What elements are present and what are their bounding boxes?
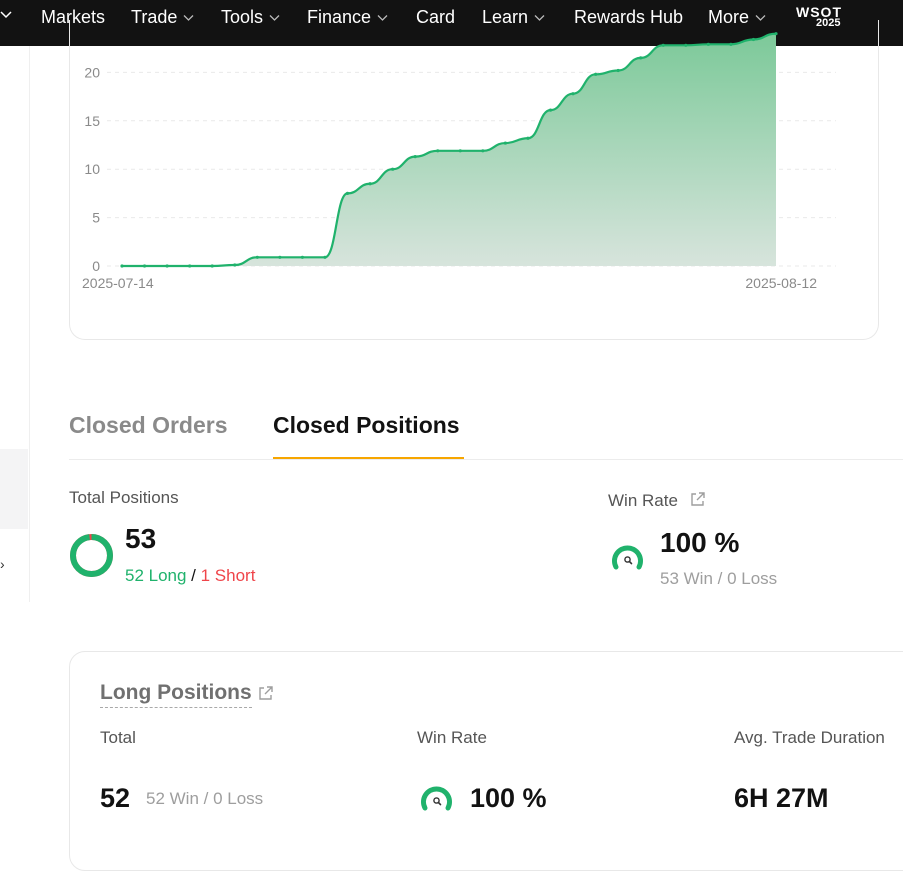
x-tick-label-start: 2025-07-14: [82, 275, 154, 291]
data-point: [413, 155, 417, 159]
short-count: 1 Short: [200, 566, 256, 585]
chevron-down-icon: [534, 14, 545, 21]
tab-closed-positions[interactable]: Closed Positions: [273, 412, 460, 438]
cumulative-chart: 0 5 10 15 20 2025-07-14 2025-08-12: [82, 32, 836, 291]
y-tick-label: 10: [84, 161, 100, 177]
tab-closed-orders[interactable]: Closed Orders: [69, 412, 228, 438]
external-link-icon[interactable]: [257, 685, 274, 702]
long-short-donut: [70, 534, 113, 577]
donut-long-arc: [70, 534, 113, 577]
data-point: [526, 136, 530, 140]
y-tick-label: 15: [84, 113, 100, 129]
chevron-down-icon: [269, 14, 280, 21]
top-nav: Markets Trade Tools Finance Card Learn R…: [0, 0, 903, 46]
data-point: [458, 149, 462, 153]
data-point: [368, 182, 372, 186]
long-count: 52 Long: [125, 566, 187, 585]
chevron-right-icon[interactable]: ›: [0, 556, 5, 572]
data-point: [751, 37, 756, 42]
nav-item-learn[interactable]: Learn: [482, 0, 546, 34]
data-point: [503, 141, 507, 145]
active-tab-indicator: [273, 457, 464, 460]
data-point: [233, 263, 237, 267]
nav-item-tools[interactable]: Tools: [221, 0, 281, 34]
data-point: [616, 68, 620, 73]
pnl-chart-card: 0 5 10 15 20 2025-07-14 2025-08-12: [69, 20, 879, 340]
data-point: [345, 191, 350, 195]
nav-item-rewards-hub[interactable]: Rewards Hub: [574, 6, 684, 27]
chevron-down-icon: [377, 14, 388, 21]
sidebar-divider: [29, 46, 30, 602]
win-rate-gauge-icon: [612, 545, 643, 570]
total-positions-value: 53: [125, 523, 157, 554]
data-point: [729, 42, 733, 46]
data-point: [593, 72, 598, 76]
y-tick-label: 20: [84, 64, 100, 80]
data-point: [436, 149, 440, 153]
data-point: [571, 92, 575, 96]
y-tick-label: 0: [92, 258, 100, 274]
wsot-logo[interactable]: WSOT 2025: [796, 4, 842, 29]
chevron-down-icon: [183, 14, 194, 21]
data-point: [188, 264, 192, 268]
long-win-rate-label: Win Rate: [417, 728, 487, 747]
nav-item-finance[interactable]: Finance: [307, 0, 389, 34]
tabs-divider: [69, 459, 903, 460]
data-point: [639, 56, 643, 60]
data-point: [684, 43, 688, 47]
data-point: [481, 149, 485, 153]
data-point: [323, 255, 327, 259]
long-win-loss: 52 Win / 0 Loss: [146, 789, 264, 808]
data-point: [278, 255, 282, 259]
long-total-value: 52: [100, 783, 131, 813]
area-fill: [122, 33, 776, 267]
win-rate-label: Win Rate: [608, 491, 706, 511]
data-point: [210, 264, 214, 268]
data-point: [706, 42, 710, 46]
data-point: [120, 264, 124, 268]
nav-item-markets[interactable]: Markets: [41, 6, 106, 27]
total-positions-label: Total Positions: [69, 488, 179, 507]
win-loss-count: 53 Win / 0 Loss: [660, 569, 778, 588]
long-total-label: Total: [100, 728, 136, 747]
data-point: [548, 108, 553, 112]
long-win-rate-gauge-icon: [421, 786, 452, 811]
external-link-icon[interactable]: [689, 491, 706, 508]
long-positions-title[interactable]: Long Positions: [100, 681, 252, 708]
sidebar-active-item[interactable]: [0, 449, 28, 529]
separator: /: [186, 566, 201, 585]
long-short-breakdown: 52 Long / 1 Short: [125, 566, 255, 586]
data-point: [255, 255, 259, 259]
data-point: [142, 264, 147, 268]
avg-trade-duration-value: 6H 27M: [734, 783, 829, 813]
nav-item-card[interactable]: Card: [416, 6, 456, 27]
nav-item-trade[interactable]: Trade: [131, 0, 195, 34]
long-win-rate-value: 100 %: [470, 783, 547, 813]
avg-trade-duration-label: Avg. Trade Duration: [734, 728, 885, 747]
chevron-down-icon: [755, 14, 766, 21]
chevron-down-icon[interactable]: [0, 8, 12, 22]
y-tick-label: 5: [92, 210, 100, 226]
data-point: [391, 167, 395, 171]
win-rate-value: 100 %: [660, 527, 740, 558]
x-tick-label-end: 2025-08-12: [745, 275, 817, 291]
nav-item-more[interactable]: More: [708, 0, 767, 34]
data-point: [774, 32, 778, 36]
data-point: [661, 43, 665, 47]
data-point: [300, 255, 305, 259]
data-point: [165, 264, 169, 268]
